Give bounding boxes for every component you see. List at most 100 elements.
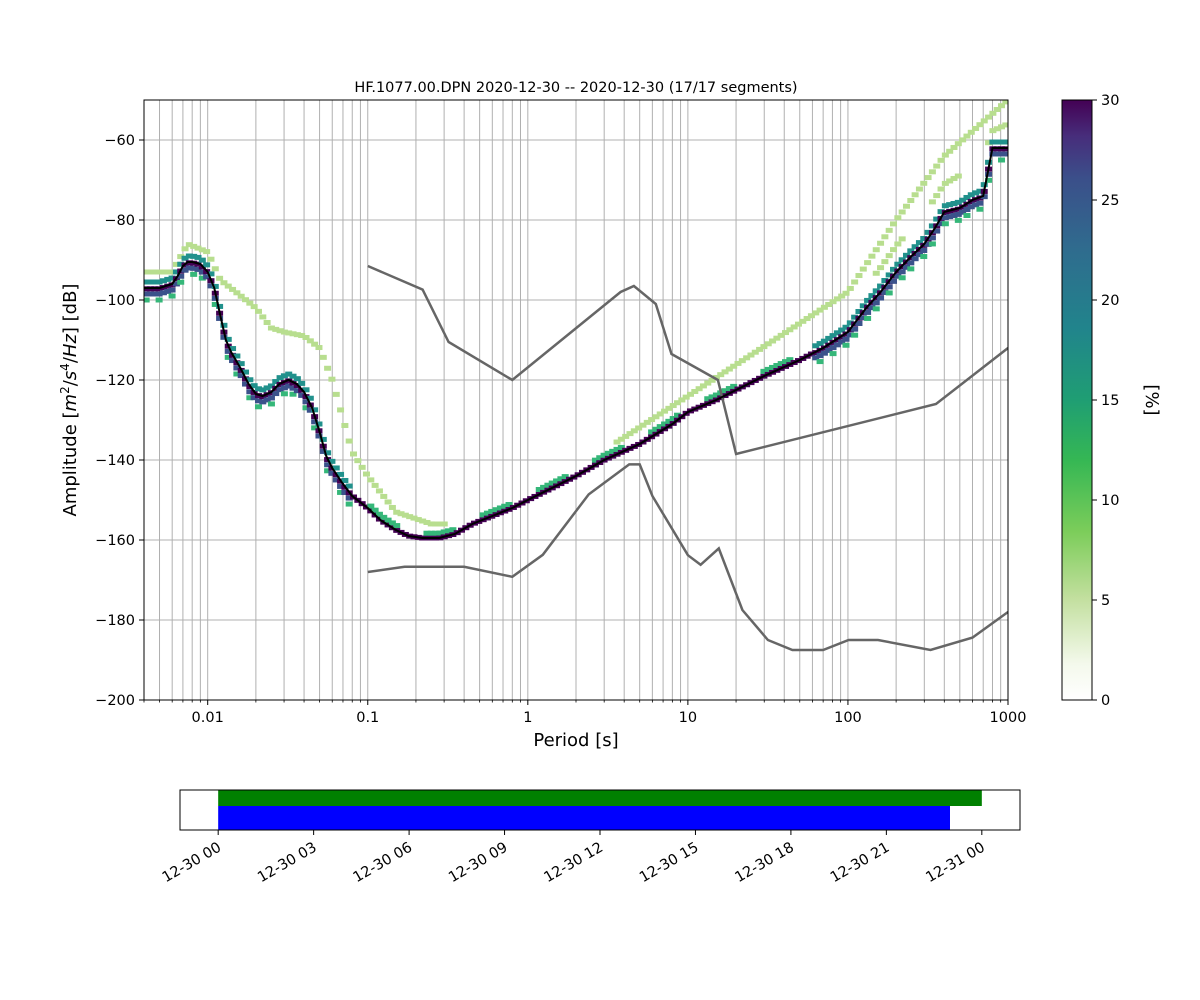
psd-histogram-cell <box>211 283 219 289</box>
psd-histogram-cell <box>890 247 898 253</box>
psd-histogram-cell <box>976 206 984 212</box>
psd-histogram-cell <box>207 283 215 289</box>
psd-histogram-cell <box>367 503 375 509</box>
psd-histogram-cell <box>937 157 945 163</box>
y-tick-label: −140 <box>95 453 135 469</box>
psd-histogram-cell <box>298 392 306 398</box>
psd-histogram-cell <box>743 355 751 361</box>
psd-histogram-cell <box>712 392 720 398</box>
psd-histogram-cell <box>220 280 228 286</box>
psd-histogram-cell <box>488 508 496 514</box>
psd-histogram-cell <box>704 396 712 402</box>
psd-histogram-cell <box>963 194 971 200</box>
psd-histogram-cell <box>872 247 880 253</box>
psd-histogram-cell <box>315 345 323 351</box>
psd-histogram-cell <box>324 462 332 468</box>
psd-histogram-cell <box>855 273 863 279</box>
psd-histogram-cell <box>898 209 906 215</box>
psd-histogram-cell <box>276 387 284 393</box>
psd-histogram-cell <box>259 399 267 405</box>
psd-histogram-cell <box>816 353 824 359</box>
psd-histogram-cell <box>371 507 379 513</box>
psd-histogram-cell <box>259 387 267 393</box>
psd-histogram-cell <box>159 290 167 296</box>
psd-histogram-cell <box>280 385 288 391</box>
psd-histogram-cell <box>263 385 271 391</box>
psd-histogram-cell <box>272 379 280 385</box>
psd-histogram-cell <box>285 330 293 336</box>
psd-histogram-cell <box>250 304 258 310</box>
psd-histogram-cell <box>479 512 487 518</box>
psd-histogram-cell <box>894 273 902 279</box>
psd-histogram-cell <box>181 255 189 261</box>
psd-histogram-cell <box>604 450 612 456</box>
psd-histogram-cell <box>941 215 949 221</box>
psd-histogram-cell <box>838 293 846 299</box>
psd-histogram-cell <box>656 411 664 417</box>
psd-histogram-cell <box>324 365 332 371</box>
colorbar-tick-label: 0 <box>1101 693 1110 709</box>
psd-histogram-cell <box>237 361 245 367</box>
psd-histogram-cell <box>652 414 660 420</box>
timeline-tick-label: 12-30 12 <box>542 840 606 886</box>
x-tick-label: 0.1 <box>356 710 379 726</box>
psd-histogram-cell <box>362 471 370 477</box>
psd-histogram-cell <box>877 283 885 289</box>
psd-histogram-cell <box>985 114 993 120</box>
high-noise-model-line <box>367 264 1008 456</box>
psd-histogram-cell <box>859 266 867 272</box>
psd-histogram-cell <box>600 452 608 458</box>
psd-histogram-cell <box>190 265 198 271</box>
psd-histogram-cell <box>652 426 660 432</box>
psd-histogram-cell <box>181 267 189 273</box>
psd-histogram-cell <box>682 394 690 400</box>
psd-histogram-cell <box>146 269 154 275</box>
psd-histogram-cell <box>285 383 293 389</box>
psd-histogram-cell <box>622 433 630 439</box>
psd-histogram-cell <box>872 288 880 294</box>
psd-histogram-cell <box>963 212 971 218</box>
psd-histogram-cell <box>194 266 202 272</box>
psd-histogram-cell <box>332 391 340 397</box>
psd-histogram-cell <box>224 348 232 354</box>
psd-histogram-cell <box>911 256 919 262</box>
timeline-tick-label: 12-30 06 <box>351 840 415 886</box>
psd-histogram-cell <box>280 373 288 379</box>
psd-histogram-cell <box>920 236 928 242</box>
psd-histogram-cell <box>950 213 958 218</box>
psd-histogram-cell <box>617 444 625 450</box>
psd-histogram-cell <box>237 293 245 299</box>
psd-histogram-cell <box>224 336 232 342</box>
psd-histogram-cell <box>833 296 841 302</box>
psd-histogram-cell <box>337 489 345 495</box>
timeline-bars <box>218 790 982 830</box>
psd-histogram-cell <box>289 331 297 337</box>
psd-histogram-cell <box>915 240 923 246</box>
psd-histogram-cell <box>661 408 669 414</box>
psd-histogram-cell <box>319 436 327 442</box>
psd-histogram-cell <box>661 421 669 427</box>
psd-histogram-cell <box>851 332 859 338</box>
psd-histogram-cell <box>842 342 850 348</box>
psd-histogram-cell <box>216 303 224 309</box>
psd-histogram-cell <box>315 421 323 427</box>
psd-histogram-cell <box>144 279 150 285</box>
psd-histogram-cell <box>643 419 651 425</box>
psd-histogram-cell <box>846 285 854 291</box>
psd-histogram-cell <box>820 338 828 344</box>
psd-histogram-cell <box>648 417 656 423</box>
psd-histogram-cell <box>414 517 422 523</box>
psd-histogram-cell <box>350 451 358 457</box>
psd-histogram-cell <box>306 395 314 401</box>
psd-histogram-cell <box>302 335 310 340</box>
psd-histogram-cell <box>358 464 366 470</box>
psd-histogram-cell <box>769 364 777 370</box>
psd-histogram-cell <box>311 425 319 431</box>
psd-histogram-cell <box>155 291 163 297</box>
psd-histogram-cell <box>980 194 988 200</box>
psd-histogram-cell <box>976 122 984 128</box>
psd-histogram-cell <box>224 283 232 289</box>
psd-histogram-cell <box>833 330 841 336</box>
psd-histogram-cell <box>816 341 824 347</box>
psd-histogram-cell <box>885 290 893 296</box>
